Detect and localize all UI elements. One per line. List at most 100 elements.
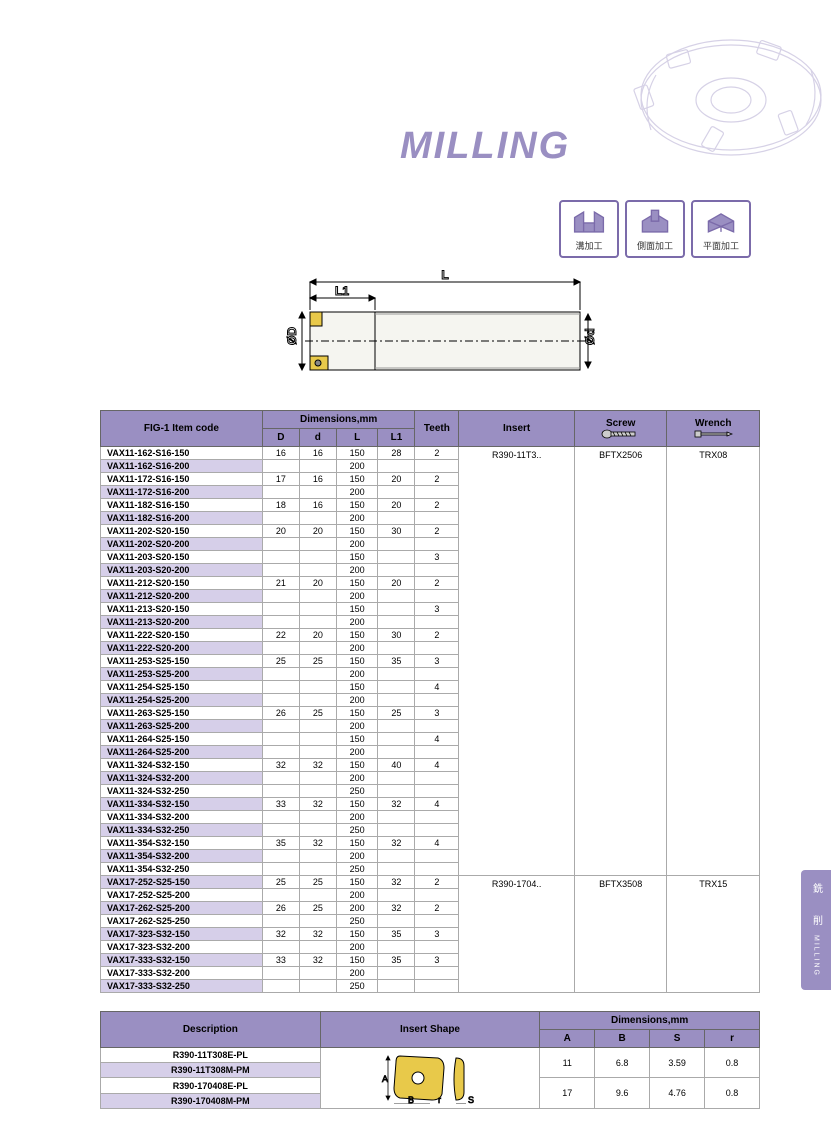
cell-T (415, 824, 459, 837)
cell-T (415, 720, 459, 733)
th-L1: L1 (378, 429, 415, 447)
cell-T: 3 (415, 655, 459, 668)
cell-L1 (378, 772, 415, 785)
cell-code: VAX11-212-S20-200 (101, 590, 263, 603)
page-title: MILLING (400, 125, 570, 168)
cell-d (299, 668, 336, 681)
cell-wrench: TRX08 (667, 447, 760, 876)
milling-cutter-illustration (581, 0, 831, 200)
cell-D: 35 (262, 837, 299, 850)
cell-d (299, 642, 336, 655)
cell-L1 (378, 941, 415, 954)
cell-L1: 30 (378, 525, 415, 538)
cell-T (415, 850, 459, 863)
th-L: L (336, 429, 378, 447)
cell-L1 (378, 590, 415, 603)
svg-text:r: r (438, 1095, 441, 1104)
cell-D: 22 (262, 629, 299, 642)
cell-L1 (378, 850, 415, 863)
cell-D (262, 564, 299, 577)
cell-code: VAX11-254-S25-200 (101, 694, 263, 707)
svg-text:S: S (468, 1095, 474, 1104)
cell-T (415, 642, 459, 655)
cell-L: 200 (336, 486, 378, 499)
cell-d (299, 538, 336, 551)
cell-L: 250 (336, 980, 378, 993)
cell-L: 200 (336, 538, 378, 551)
cell-D (262, 668, 299, 681)
cell-D (262, 512, 299, 525)
cell-L1: 20 (378, 473, 415, 486)
cell-code: VAX11-324-S32-150 (101, 759, 263, 772)
cell-L: 150 (336, 577, 378, 590)
cell-L: 150 (336, 681, 378, 694)
cell-L1 (378, 720, 415, 733)
cell-L1 (378, 785, 415, 798)
cell-D: 18 (262, 499, 299, 512)
cell-code: VAX11-264-S25-200 (101, 746, 263, 759)
cell-T (415, 746, 459, 759)
cell-D (262, 681, 299, 694)
cell-d: 16 (299, 473, 336, 486)
table-row: VAX11-162-S16-1501616150282R390-11T3..BF… (101, 447, 760, 460)
cell-L: 200 (336, 668, 378, 681)
cell-L1 (378, 694, 415, 707)
cell-D: 33 (262, 798, 299, 811)
th-d: d (299, 429, 336, 447)
cell-d (299, 681, 336, 694)
cell-d: 16 (299, 499, 336, 512)
cell-d (299, 785, 336, 798)
cell-code: VAX11-324-S32-200 (101, 772, 263, 785)
cell-d (299, 850, 336, 863)
cell-T (415, 811, 459, 824)
cell-T (415, 590, 459, 603)
cell-d (299, 811, 336, 824)
cell-D: 26 (262, 902, 299, 915)
side-machining-icon: 側面加工 (625, 200, 685, 258)
cell-d (299, 590, 336, 603)
cell-D (262, 590, 299, 603)
th-B: B (595, 1030, 650, 1048)
cell-T (415, 980, 459, 993)
cell-code: VAX11-172-S16-150 (101, 473, 263, 486)
cell-T: 3 (415, 707, 459, 720)
cell-S: 3.59 (650, 1048, 705, 1078)
cell-L: 150 (336, 525, 378, 538)
svg-text:ØD: ØD (285, 327, 299, 345)
cell-L: 200 (336, 460, 378, 473)
cell-T: 3 (415, 954, 459, 967)
cell-L: 150 (336, 603, 378, 616)
cell-L1 (378, 486, 415, 499)
cell-L1 (378, 668, 415, 681)
cell-L: 200 (336, 772, 378, 785)
cell-L1 (378, 863, 415, 876)
cell-code: VAX11-253-S25-150 (101, 655, 263, 668)
cell-T (415, 616, 459, 629)
cell-desc: R390-11T308M-PM (101, 1063, 321, 1078)
cell-D (262, 811, 299, 824)
cell-D (262, 551, 299, 564)
cell-code: VAX17-323-S32-200 (101, 941, 263, 954)
cell-T: 3 (415, 551, 459, 564)
cell-code: VAX11-213-S20-150 (101, 603, 263, 616)
cell-D: 16 (262, 447, 299, 460)
cell-L1 (378, 811, 415, 824)
cell-L: 150 (336, 473, 378, 486)
cell-d: 25 (299, 876, 336, 889)
cell-d: 20 (299, 525, 336, 538)
cell-d (299, 720, 336, 733)
side-tab: 銑 削 MILLING (801, 870, 831, 990)
cell-D (262, 772, 299, 785)
cell-d (299, 980, 336, 993)
cell-code: VAX11-254-S25-150 (101, 681, 263, 694)
cell-T: 2 (415, 499, 459, 512)
cell-L: 150 (336, 655, 378, 668)
cell-code: VAX11-354-S32-250 (101, 863, 263, 876)
cell-d: 20 (299, 577, 336, 590)
cell-T (415, 668, 459, 681)
cell-screw: BFTX3508 (574, 876, 666, 993)
cell-d (299, 551, 336, 564)
cell-L: 150 (336, 499, 378, 512)
cell-L: 150 (336, 733, 378, 746)
cell-d (299, 889, 336, 902)
